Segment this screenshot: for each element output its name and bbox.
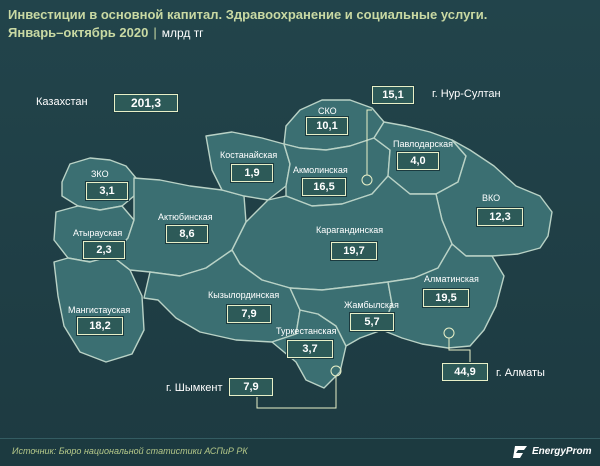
city-label-almaty: г. Алматы (496, 367, 545, 379)
total-value: 201,3 (114, 94, 178, 112)
region-label-kyzylorda: Кызылординская (208, 290, 280, 300)
source-note: Источник: Бюро национальной статистики А… (12, 446, 248, 456)
footer (0, 438, 600, 466)
region-value-akmola: 16,5 (302, 178, 346, 196)
total-label: Казахстан (36, 96, 88, 108)
region-label-karaganda: Карагандинская (316, 225, 384, 235)
region-value-vko: 12,3 (477, 208, 523, 226)
shymkent-leader (256, 376, 337, 409)
region-value-sko: 10,1 (306, 117, 348, 135)
brand-name: EnergyProm (532, 446, 592, 457)
region-label-mangistau: Мангистауская (68, 305, 131, 315)
city-label-shymkent: г. Шымкент (166, 382, 223, 394)
region-value-mangistau: 18,2 (77, 317, 123, 335)
region-label-turkestan: Туркестанская (276, 326, 337, 336)
region-label-pavlodar: Павлодарская (393, 139, 453, 149)
region-label-sko: СКО (318, 106, 337, 116)
region-value-almaty: 19,5 (423, 289, 469, 307)
region-value-zko: 3,1 (86, 182, 128, 200)
nursultan-leader (366, 109, 372, 175)
almaty-leader (448, 338, 471, 362)
region-label-kostanay: Костанайская (220, 150, 278, 160)
energyprom-logo-icon (513, 446, 527, 458)
region-value-zhambyl: 5,7 (350, 313, 394, 331)
period-label: Январь–октябрь 2020 (8, 25, 149, 40)
region-value-atyrau: 2,3 (83, 241, 125, 259)
region-label-aktobe: Актюбинская (158, 212, 213, 222)
region-label-atyrau: Атырауская (73, 228, 123, 238)
region-label-akmola: Акмолинская (293, 165, 348, 175)
city-label-nursultan: г. Нур-Султан (432, 88, 501, 100)
region-label-almaty: Алматинская (424, 274, 479, 284)
region-value-kostanay: 1,9 (231, 164, 273, 182)
region-value-kyzylorda: 7,9 (227, 305, 271, 323)
region-label-vko: ВКО (482, 193, 501, 203)
region-value-aktobe: 8,6 (166, 225, 208, 243)
subtitle: Январь–октябрь 2020 | млрд тг (8, 24, 204, 42)
city-value-almaty: 44,9 (442, 363, 488, 381)
region-vko (435, 139, 553, 257)
page-title: Инвестиции в основной капитал. Здравоохр… (8, 7, 488, 22)
region-value-karaganda: 19,7 (331, 242, 377, 260)
unit-label: млрд тг (161, 26, 204, 40)
region-value-turkestan: 3,7 (287, 340, 333, 358)
city-value-shymkent: 7,9 (229, 378, 273, 396)
separator: | (153, 25, 157, 40)
region-mangistau (53, 255, 145, 363)
region-value-pavlodar: 4,0 (397, 152, 439, 170)
region-label-zko: ЗКО (91, 169, 109, 179)
city-value-nursultan: 15,1 (372, 86, 414, 104)
region-label-zhambyl: Жамбылская (344, 300, 399, 310)
